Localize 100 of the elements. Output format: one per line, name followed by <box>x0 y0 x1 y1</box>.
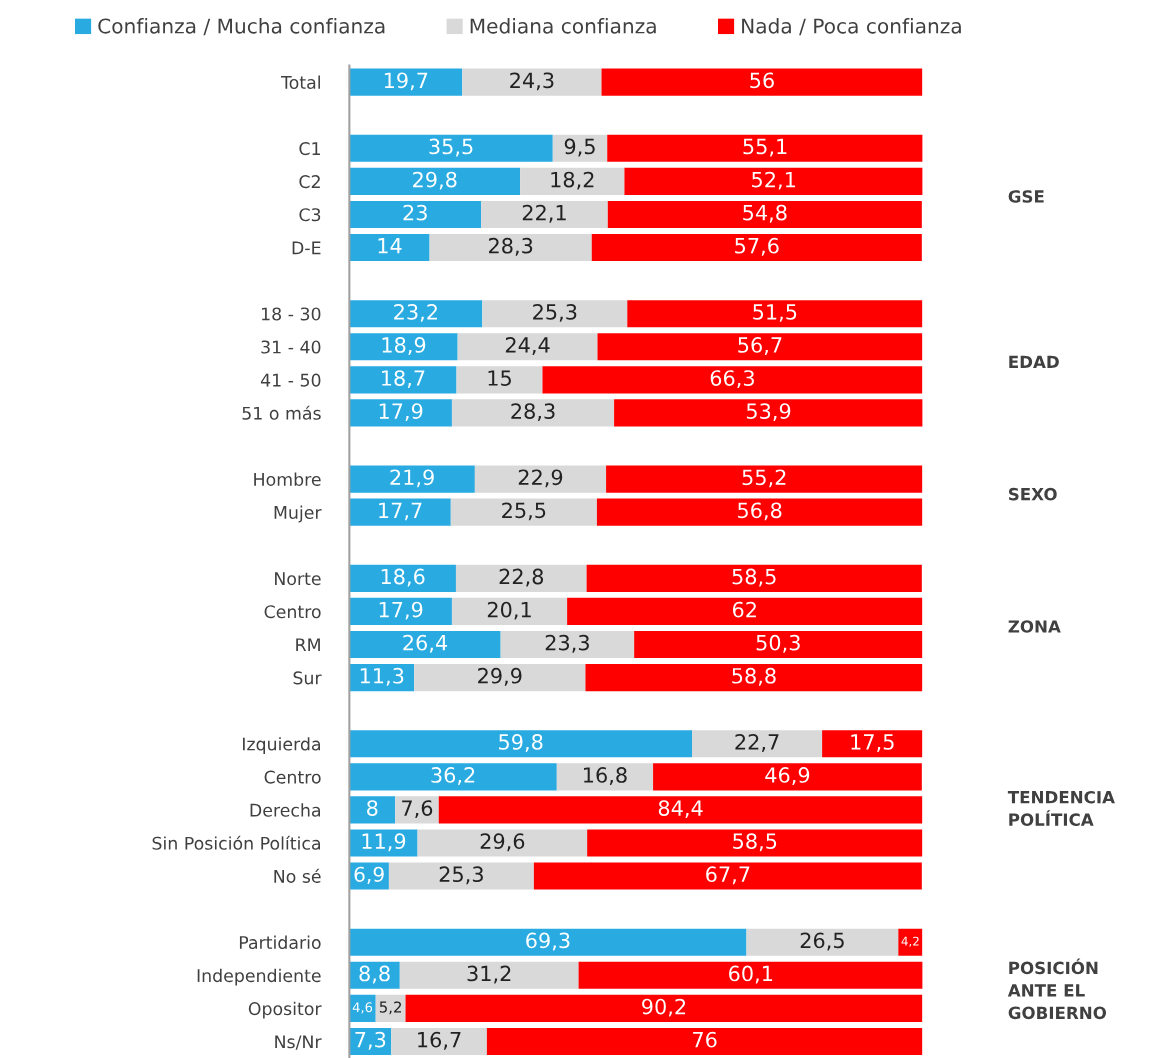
bar <box>349 134 553 162</box>
bar <box>607 200 922 229</box>
data-label: 50,3 <box>756 634 800 653</box>
bar <box>462 68 602 96</box>
bar <box>597 333 923 361</box>
bar <box>414 664 586 692</box>
data-label: 26,5 <box>800 932 844 951</box>
bar <box>486 1027 923 1056</box>
bar <box>607 134 923 162</box>
data-label: 56,8 <box>738 502 782 521</box>
y-tick-label: Total <box>280 75 320 89</box>
bar <box>349 167 521 195</box>
data-label: 25,5 <box>502 502 546 521</box>
y-tick-label: C3 <box>299 208 321 222</box>
bar <box>429 233 592 262</box>
data-label: 24,4 <box>505 337 550 355</box>
data-label: 8 <box>367 800 378 816</box>
bar <box>567 597 923 625</box>
data-label: 53,9 <box>746 403 791 422</box>
bar <box>634 630 923 659</box>
bar <box>542 366 923 394</box>
data-label: 59,8 <box>499 734 543 752</box>
data-label: 23,3 <box>545 634 589 653</box>
bar <box>587 829 923 857</box>
data-label: 28,3 <box>489 237 533 256</box>
bar <box>391 1027 487 1056</box>
data-label: 18,2 <box>551 171 594 190</box>
bar <box>450 498 597 526</box>
bar <box>349 333 458 361</box>
bar <box>349 200 482 229</box>
data-label: 17,9 <box>379 403 423 422</box>
data-label: 17,7 <box>379 502 422 521</box>
bar <box>349 465 475 493</box>
data-label: 22,1 <box>522 204 566 223</box>
y-tick-label: Izquierda <box>243 737 320 754</box>
data-label: 18,6 <box>381 568 425 587</box>
data-label: 28,3 <box>511 403 555 422</box>
data-label: 4,2 <box>901 936 919 947</box>
bar <box>349 796 396 824</box>
bar <box>591 233 922 262</box>
bar <box>375 994 406 1022</box>
data-label: 55,2 <box>742 469 786 488</box>
y-tick-label: C2 <box>299 175 320 189</box>
bar <box>627 300 923 328</box>
data-label: 52,1 <box>752 171 795 190</box>
data-label: 15 <box>488 370 511 386</box>
data-label: 4,6 <box>352 1002 373 1014</box>
data-label: 22,7 <box>735 734 779 752</box>
data-label: 25,3 <box>533 303 577 322</box>
bar <box>578 961 923 989</box>
y-tick-label: Ns/Nr <box>275 1035 322 1050</box>
bar <box>349 994 376 1022</box>
data-label: 84,4 <box>658 800 703 819</box>
bar <box>349 300 483 328</box>
data-label: 29,9 <box>478 667 522 686</box>
data-label: 57,6 <box>735 237 779 256</box>
data-label: 29,8 <box>413 171 457 190</box>
bar <box>746 928 899 956</box>
data-label: 90,2 <box>642 998 686 1017</box>
bar <box>349 564 456 592</box>
data-label: 17,9 <box>379 601 423 620</box>
data-label: 23 <box>403 204 427 221</box>
text: GSE <box>1008 190 1044 203</box>
bar <box>395 796 439 824</box>
data-label: 6,9 <box>354 866 384 884</box>
y-tick-label: Centro <box>264 770 321 784</box>
data-label: 22,9 <box>518 469 563 488</box>
bar <box>417 829 588 857</box>
y-tick-label: C1 <box>299 142 320 156</box>
bar <box>349 730 693 758</box>
bar <box>556 763 654 791</box>
bar <box>451 597 568 625</box>
bar <box>388 862 534 890</box>
bar <box>482 300 628 328</box>
bar <box>349 68 463 96</box>
y-tick-label: 31 - 40 <box>261 340 321 354</box>
data-label: 58,8 <box>732 667 776 686</box>
legend-label: Nada / Poca confianza <box>742 18 961 36</box>
data-label: 18,7 <box>382 370 425 389</box>
data-label: 18,9 <box>382 337 426 355</box>
data-label: 24,3 <box>510 72 554 91</box>
y-tick-label: Sur <box>293 671 322 685</box>
bar <box>596 498 923 526</box>
y-tick-label: 18 - 30 <box>262 307 321 321</box>
y-tick-label: No sé <box>274 868 321 883</box>
data-label: 51,5 <box>753 304 797 322</box>
bar <box>474 465 607 493</box>
bar <box>349 829 418 857</box>
data-label: 8,8 <box>359 965 390 984</box>
bar <box>822 730 923 758</box>
y-tick-label: RM <box>296 638 320 652</box>
data-label: 56 <box>750 72 774 89</box>
bar <box>349 763 557 791</box>
data-label: 36,2 <box>431 767 475 785</box>
bar <box>349 630 501 659</box>
data-label: 26,4 <box>403 634 448 653</box>
bar <box>349 399 452 427</box>
data-label: 9,5 <box>564 138 595 157</box>
bar <box>349 498 451 526</box>
bar <box>586 564 922 592</box>
